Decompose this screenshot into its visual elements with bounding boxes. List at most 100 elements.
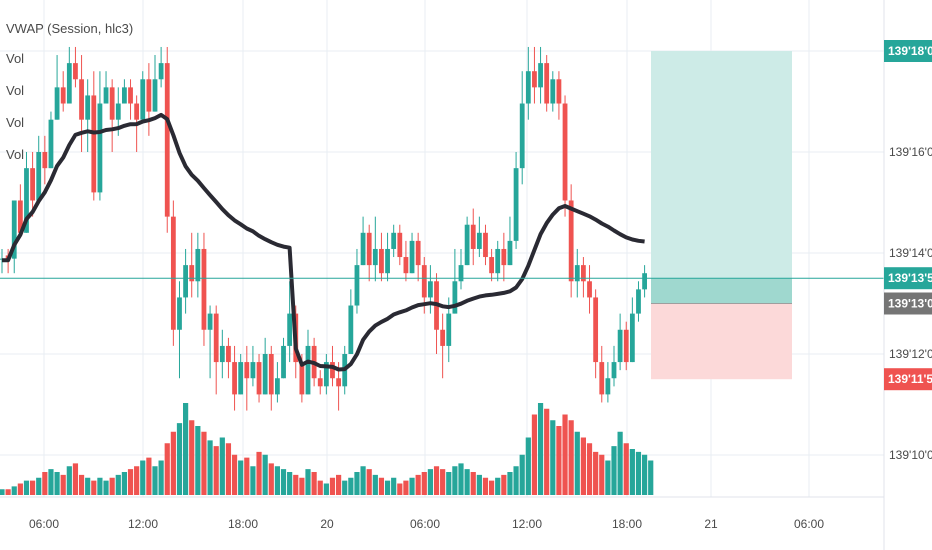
price-badge-label-1: 139'13'5 bbox=[888, 271, 932, 285]
target-zone bbox=[651, 51, 792, 304]
volume-bar-45 bbox=[274, 466, 280, 495]
candle-body-19 bbox=[115, 103, 121, 120]
vol-legend-label-4: Vol bbox=[6, 147, 25, 162]
volume-bar-70 bbox=[427, 469, 433, 495]
volume-bar-1 bbox=[5, 489, 11, 495]
volume-bar-65 bbox=[397, 483, 403, 495]
volume-bar-75 bbox=[458, 463, 464, 495]
candle-body-44 bbox=[268, 354, 274, 395]
volume-bar-7 bbox=[42, 472, 48, 495]
candle-body-34 bbox=[207, 313, 213, 330]
volume-bars bbox=[0, 403, 654, 495]
volume-bar-80 bbox=[489, 480, 495, 495]
candle-body-87 bbox=[532, 71, 537, 88]
volume-bar-32 bbox=[195, 426, 201, 495]
candle-body-67 bbox=[409, 240, 415, 274]
candle-body-2 bbox=[11, 200, 17, 259]
candle-body-33 bbox=[201, 248, 207, 330]
volume-bar-101 bbox=[617, 431, 623, 495]
price-badge-label-0: 139'18'0 bbox=[888, 44, 932, 58]
candle-body-85 bbox=[519, 103, 525, 169]
candle-body-83 bbox=[507, 240, 513, 266]
volume-bar-42 bbox=[256, 451, 262, 495]
volume-bar-57 bbox=[348, 477, 354, 495]
vol-legend-label-2: Vol bbox=[6, 83, 25, 98]
volume-bar-55 bbox=[336, 474, 342, 495]
candle-body-22 bbox=[134, 103, 140, 120]
candle-body-21 bbox=[128, 87, 133, 104]
volume-bar-105 bbox=[642, 454, 648, 495]
candle-body-88 bbox=[538, 63, 543, 88]
candle-body-23 bbox=[140, 79, 146, 120]
volume-bar-37 bbox=[225, 443, 232, 495]
volume-bar-13 bbox=[78, 474, 85, 495]
volume-bar-0 bbox=[0, 489, 5, 495]
volume-bar-68 bbox=[415, 474, 421, 495]
volume-bar-103 bbox=[629, 449, 635, 495]
volume-bar-3 bbox=[17, 483, 23, 495]
candle-body-79 bbox=[483, 232, 488, 258]
volume-bar-91 bbox=[556, 426, 562, 495]
candle-body-80 bbox=[489, 257, 494, 274]
candle-body-57 bbox=[348, 305, 354, 354]
candle-body-93 bbox=[568, 200, 574, 282]
price-badges: 139'18'0 139'13'5 139'13'0 139'11'5 bbox=[884, 40, 932, 391]
volume-bar-88 bbox=[537, 403, 544, 495]
volume-bar-30 bbox=[183, 403, 189, 495]
candle-body-92 bbox=[562, 103, 568, 201]
volume-bar-64 bbox=[391, 477, 397, 495]
volume-bar-59 bbox=[360, 466, 366, 495]
volume-bar-92 bbox=[562, 414, 568, 495]
chart-legend: VWAP (Session, hlc3) Vol Vol Vol Vol bbox=[6, 20, 133, 178]
volume-bar-69 bbox=[421, 472, 427, 495]
volume-bar-49 bbox=[299, 477, 305, 495]
candle-body-82 bbox=[501, 248, 507, 266]
volume-bar-46 bbox=[280, 469, 287, 495]
volume-bar-74 bbox=[452, 466, 458, 495]
volume-bar-60 bbox=[366, 469, 372, 495]
candle-body-40 bbox=[244, 362, 250, 379]
volume-bar-22 bbox=[134, 466, 140, 495]
candle-body-9 bbox=[54, 87, 60, 120]
volume-bar-10 bbox=[60, 474, 66, 495]
vwap-legend-label: VWAP (Session, hlc3) bbox=[6, 21, 134, 36]
volume-bar-39 bbox=[238, 460, 244, 495]
volume-bar-15 bbox=[91, 480, 97, 495]
time-axis[interactable]: 06:00 12:00 18:00 20 06:00 12:00 18:00 21 06:00 bbox=[29, 517, 824, 531]
candle-body-50 bbox=[305, 345, 311, 395]
candle-body-84 bbox=[513, 168, 519, 241]
volume-bar-93 bbox=[568, 420, 574, 495]
candle-body-29 bbox=[177, 297, 182, 330]
candle-body-13 bbox=[79, 79, 84, 120]
volume-bar-38 bbox=[231, 454, 238, 495]
price-tick-label-1: 139'12'0 bbox=[889, 347, 932, 361]
volume-bar-40 bbox=[244, 457, 250, 495]
volume-bar-34 bbox=[207, 440, 213, 495]
candle-body-47 bbox=[287, 313, 293, 346]
position-zones[interactable] bbox=[651, 51, 792, 380]
volume-bar-98 bbox=[599, 454, 605, 495]
volume-bar-84 bbox=[513, 466, 519, 495]
candle-body-27 bbox=[164, 63, 170, 217]
volume-bar-95 bbox=[580, 437, 586, 495]
volume-bar-51 bbox=[311, 472, 317, 495]
volume-bar-97 bbox=[593, 451, 599, 495]
volume-bar-24 bbox=[146, 457, 152, 495]
candle-body-72 bbox=[440, 329, 446, 346]
candle-body-99 bbox=[605, 378, 611, 395]
candle-body-52 bbox=[317, 378, 323, 387]
volume-bar-9 bbox=[54, 472, 60, 495]
volume-bar-76 bbox=[464, 469, 470, 495]
volume-bar-8 bbox=[48, 469, 54, 495]
volume-bar-2 bbox=[11, 486, 17, 495]
volume-bar-73 bbox=[446, 472, 452, 495]
candle-body-53 bbox=[323, 362, 329, 387]
volume-bar-106 bbox=[648, 460, 654, 495]
price-axis[interactable]: 139'10'0 139'12'0 139'14'0 139'16'0 bbox=[889, 145, 932, 462]
candle-body-25 bbox=[152, 79, 158, 112]
candle-body-14 bbox=[85, 95, 91, 120]
volume-bar-71 bbox=[433, 466, 440, 495]
time-tick-label-6: 18:00 bbox=[612, 517, 642, 531]
candle-body-6 bbox=[36, 152, 42, 201]
